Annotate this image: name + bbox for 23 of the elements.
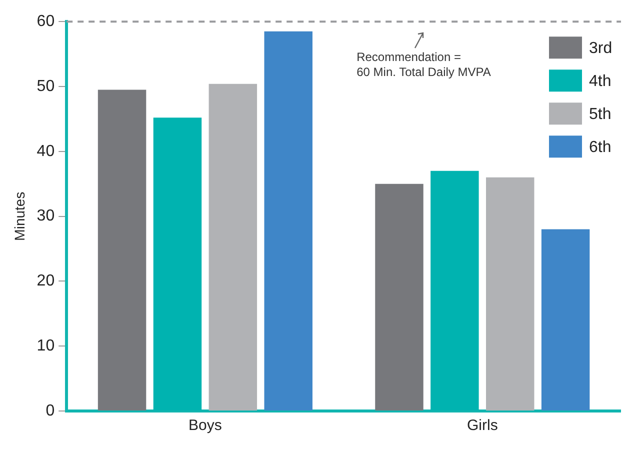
bar: [541, 229, 590, 410]
bar: [375, 184, 424, 410]
legend-label: 5th: [589, 106, 612, 124]
bar: [264, 31, 312, 410]
y-tick-label: 50: [36, 78, 55, 95]
y-tick-label: 10: [36, 338, 55, 355]
bar: [153, 118, 202, 410]
ref-line-label: Recommendation = 60 Min. Total Daily MVPA: [356, 50, 491, 79]
bar: [430, 170, 479, 410]
y-tick-label: 60: [36, 13, 55, 30]
y-tick-label: 40: [36, 142, 55, 160]
bar: [486, 177, 534, 410]
x-tick-label: Boys: [188, 417, 222, 434]
legend-label: 6th: [589, 139, 612, 156]
bar: [98, 90, 146, 410]
y-tick-label: 0: [46, 402, 55, 420]
y-axis-title: Minutes: [11, 192, 28, 241]
y-tick-label: 30: [36, 208, 55, 225]
x-tick-label: Girls: [466, 417, 498, 434]
legend-label: 4th: [589, 73, 612, 90]
bar: [208, 84, 258, 410]
legend-label: 3rd: [589, 40, 612, 58]
y-tick-label: 20: [36, 272, 55, 290]
